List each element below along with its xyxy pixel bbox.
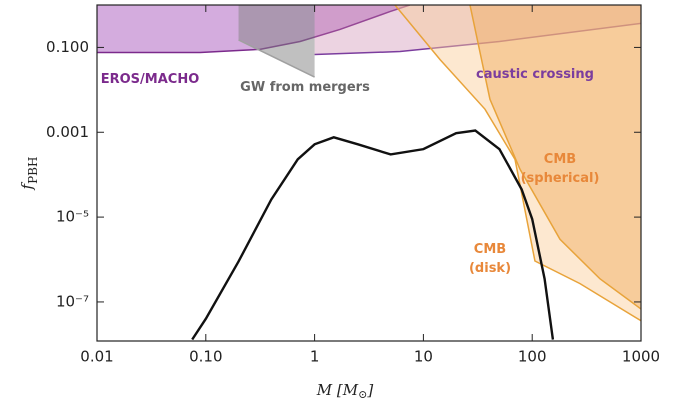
frame xyxy=(96,4,642,342)
x-tick-label: 10 xyxy=(414,348,433,366)
region-fill xyxy=(238,5,315,78)
constraint-line xyxy=(238,39,315,78)
plot-area xyxy=(97,5,641,341)
region-label: GW from mergers xyxy=(240,80,370,95)
x-tick-label: 0.10 xyxy=(189,348,222,366)
x-axis-label: M [M⊙] xyxy=(316,381,374,401)
data-line xyxy=(191,129,555,341)
y-axis-label: fPBH xyxy=(18,157,40,191)
y-tick-label: 10⁻⁷ xyxy=(56,292,89,310)
region-label: CMB (disk) xyxy=(468,242,512,276)
region-fill xyxy=(469,5,641,310)
region-label: caustic crossing xyxy=(476,67,594,82)
y-tick-label: 0.001 xyxy=(46,123,89,141)
y-tick-label: 10⁻⁵ xyxy=(56,208,89,226)
constraint-line xyxy=(314,22,641,56)
y-tick-label: 0.100 xyxy=(46,38,89,56)
x-tick-label: 0.01 xyxy=(80,348,113,366)
region-label: CMB (spherical) xyxy=(520,152,600,186)
constraint-line xyxy=(469,5,641,310)
region-label: EROS/MACHO xyxy=(100,72,200,87)
region-fill xyxy=(314,5,641,55)
x-tick-label: 1000 xyxy=(622,348,660,366)
x-tick-label: 100 xyxy=(518,348,547,366)
x-tick-label: 1 xyxy=(310,348,320,366)
